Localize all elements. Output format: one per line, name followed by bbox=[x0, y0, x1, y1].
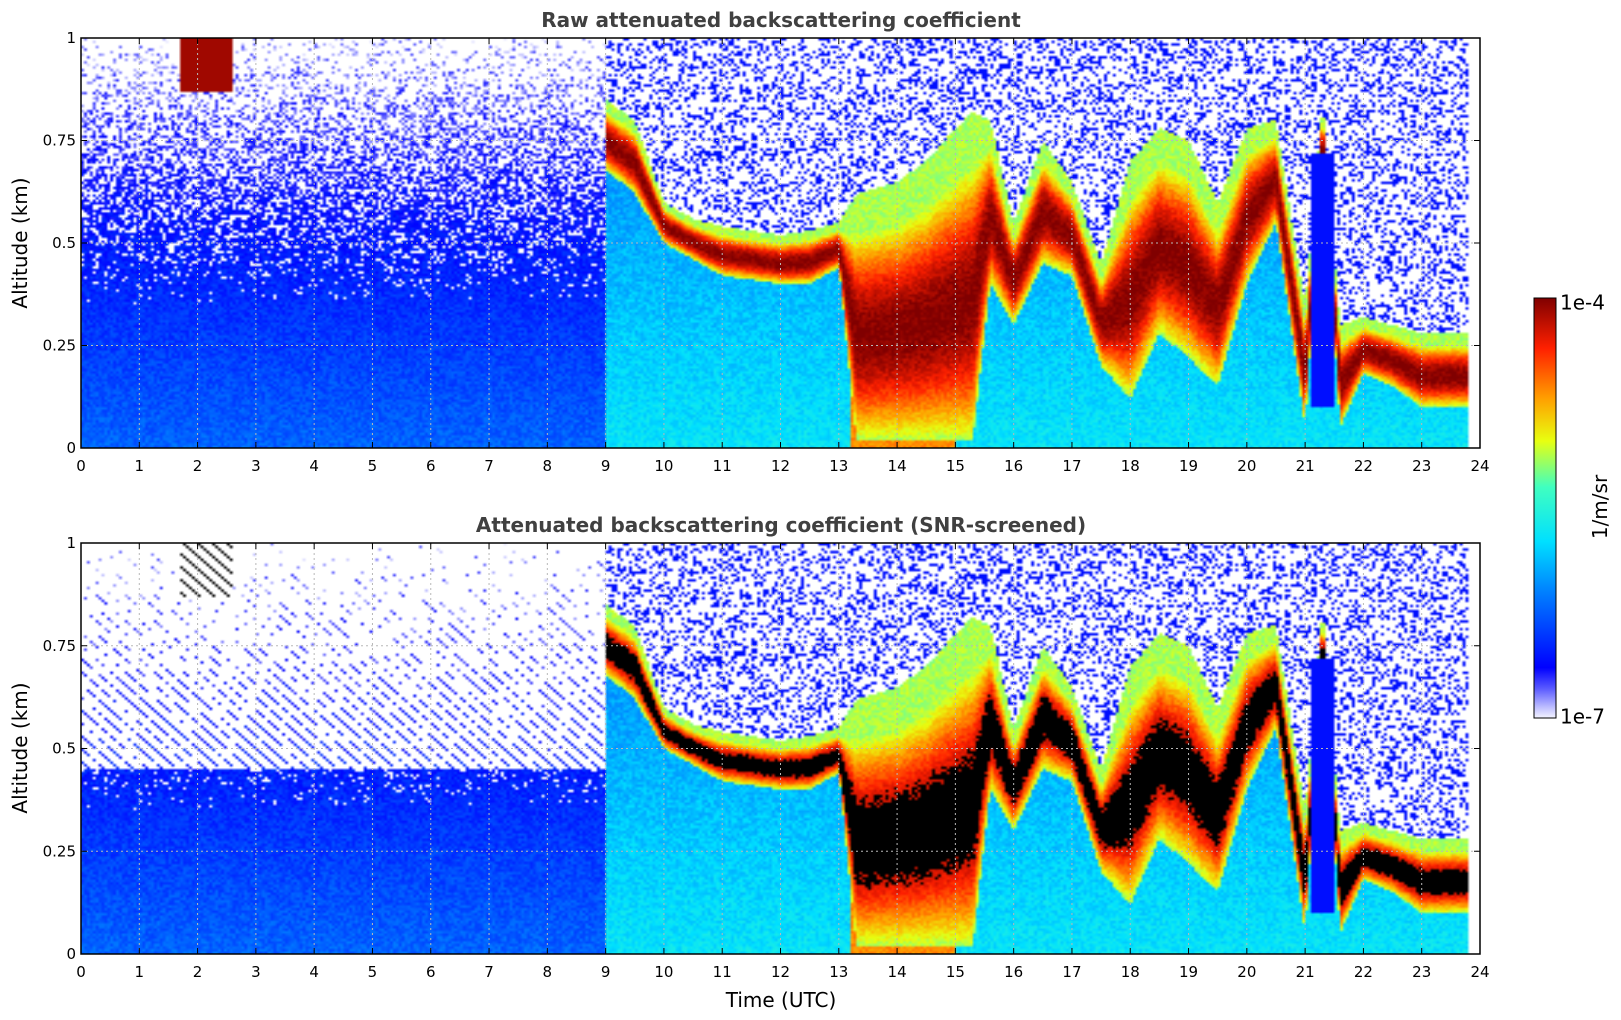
panel-raw-x-tick-label: 5 bbox=[368, 457, 378, 475]
panel-raw-x-tick-label: 0 bbox=[76, 457, 86, 475]
panel-raw-x-tick-label: 10 bbox=[654, 457, 673, 475]
panel-screened-x-tick-label: 0 bbox=[76, 963, 86, 981]
panel-raw-x-tick-label: 1 bbox=[135, 457, 145, 475]
panel-screened-x-tick-label: 24 bbox=[1470, 963, 1489, 981]
panel-screened-x-tick-label: 21 bbox=[1296, 963, 1315, 981]
panel-raw-title: Raw attenuated backscattering coefficien… bbox=[541, 8, 1021, 32]
panel-screened-y-tick-label: 1 bbox=[66, 534, 76, 552]
panel-raw-x-tick-label: 22 bbox=[1354, 457, 1373, 475]
panel-raw-x-tick-label: 14 bbox=[888, 457, 907, 475]
panel-raw-x-tick-label: 18 bbox=[1121, 457, 1140, 475]
panel-screened-y-tick-label: 0 bbox=[66, 945, 76, 963]
panel-raw-y-ticks: 0 0.25 0.5 0.75 1 bbox=[43, 29, 1480, 457]
panel-raw-x-tick-label: 17 bbox=[1062, 457, 1081, 475]
panel-screened: Attenuated backscattering coefficient (S… bbox=[8, 513, 1490, 1012]
panel-screened-x-ticks: 0 1 2 3 4 5 6 7 8 9 10 11 12 13 14 15 16 17 18 19 20 21 22 23 24 bbox=[76, 543, 1490, 981]
panel-raw-y-axis-label: Altitude (km) bbox=[8, 177, 32, 308]
panel-screened-x-tick-label: 16 bbox=[1004, 963, 1023, 981]
colorbar-min-label: 1e-7 bbox=[1560, 705, 1605, 729]
panel-screened-title: Attenuated backscattering coefficient (S… bbox=[476, 513, 1086, 537]
panel-screened-y-tick-label: 0.5 bbox=[52, 740, 76, 758]
panel-screened-x-tick-label: 7 bbox=[484, 963, 494, 981]
panel-screened-x-tick-label: 6 bbox=[426, 963, 436, 981]
panel-raw-x-tick-label: 4 bbox=[309, 457, 319, 475]
colorbar-gradient bbox=[1533, 297, 1557, 719]
panel-screened-y-tick-label: 0.75 bbox=[43, 637, 76, 655]
panel-screened-x-tick-label: 23 bbox=[1412, 963, 1431, 981]
panel-raw-y-tick-label: 0.5 bbox=[52, 234, 76, 252]
panel-screened-x-tick-label: 22 bbox=[1354, 963, 1373, 981]
panel-screened-x-tick-label: 13 bbox=[829, 963, 848, 981]
colorbar: 1e-4 1e-7 1/m/sr bbox=[1533, 291, 1612, 729]
panel-raw-x-tick-label: 20 bbox=[1237, 457, 1256, 475]
panel-raw-x-tick-label: 9 bbox=[601, 457, 611, 475]
panel-screened-x-tick-label: 3 bbox=[251, 963, 261, 981]
panel-screened-x-tick-label: 9 bbox=[601, 963, 611, 981]
panel-screened-x-tick-label: 17 bbox=[1062, 963, 1081, 981]
panel-raw-x-tick-label: 23 bbox=[1412, 457, 1431, 475]
panel-screened-x-tick-label: 14 bbox=[888, 963, 907, 981]
panel-raw: Raw attenuated backscattering coefficien… bbox=[8, 8, 1490, 475]
panel-screened-x-tick-label: 4 bbox=[309, 963, 319, 981]
panel-raw-x-tick-label: 2 bbox=[193, 457, 203, 475]
panel-raw-y-tick-label: 0 bbox=[66, 439, 76, 457]
panel-raw-x-tick-label: 13 bbox=[829, 457, 848, 475]
panel-screened-y-axis-label: Altitude (km) bbox=[8, 682, 32, 813]
panel-screened-x-tick-label: 11 bbox=[713, 963, 732, 981]
panel-raw-x-ticks: 0 1 2 3 4 5 6 7 8 9 10 11 12 13 14 15 16 17 18 19 20 21 22 23 24 bbox=[76, 38, 1490, 475]
panel-screened-x-tick-label: 1 bbox=[135, 963, 145, 981]
panel-screened-x-tick-label: 2 bbox=[193, 963, 203, 981]
panel-raw-x-tick-label: 19 bbox=[1179, 457, 1198, 475]
colorbar-max-label: 1e-4 bbox=[1560, 291, 1605, 315]
panel-raw-x-tick-label: 16 bbox=[1004, 457, 1023, 475]
colorbar-unit-label: 1/m/sr bbox=[1588, 474, 1612, 539]
panel-raw-x-tick-label: 7 bbox=[484, 457, 494, 475]
panel-raw-x-tick-label: 12 bbox=[771, 457, 790, 475]
panel-raw-x-tick-label: 8 bbox=[543, 457, 553, 475]
panel-screened-x-tick-label: 5 bbox=[368, 963, 378, 981]
panel-raw-x-tick-label: 15 bbox=[946, 457, 965, 475]
panel-screened-x-tick-label: 19 bbox=[1179, 963, 1198, 981]
panel-screened-x-tick-label: 15 bbox=[946, 963, 965, 981]
panel-raw-x-tick-label: 6 bbox=[426, 457, 436, 475]
panel-raw-x-tick-label: 3 bbox=[251, 457, 261, 475]
panel-screened-y-ticks: 0 0.25 0.5 0.75 1 bbox=[43, 534, 1480, 963]
panel-screened-x-tick-label: 20 bbox=[1237, 963, 1256, 981]
panel-screened-x-tick-label: 8 bbox=[543, 963, 553, 981]
panel-raw-y-tick-label: 0.25 bbox=[43, 337, 76, 355]
panel-raw-x-tick-label: 24 bbox=[1470, 457, 1489, 475]
panel-screened-x-tick-label: 18 bbox=[1121, 963, 1140, 981]
x-axis-label: Time (UTC) bbox=[725, 988, 837, 1012]
panel-raw-y-tick-label: 1 bbox=[66, 29, 76, 47]
panel-screened-x-tick-label: 10 bbox=[654, 963, 673, 981]
panel-raw-x-tick-label: 21 bbox=[1296, 457, 1315, 475]
panel-raw-x-tick-label: 11 bbox=[713, 457, 732, 475]
panel-screened-x-tick-label: 12 bbox=[771, 963, 790, 981]
panel-screened-y-tick-label: 0.25 bbox=[43, 842, 76, 860]
panel-raw-y-tick-label: 0.75 bbox=[43, 132, 76, 150]
